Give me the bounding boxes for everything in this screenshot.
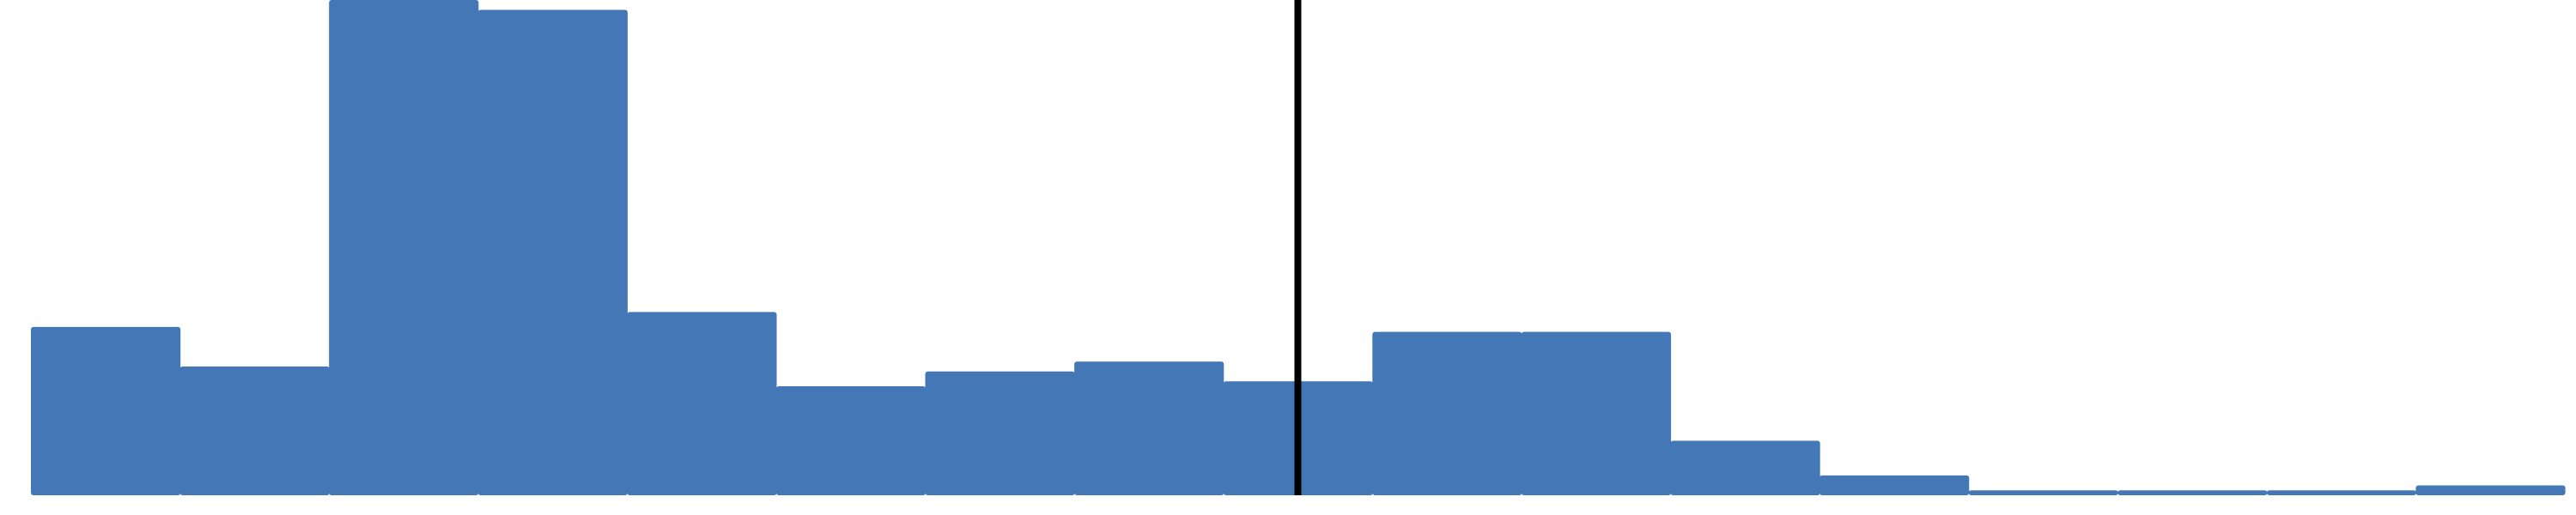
histogram-bar	[1521, 331, 1672, 495]
histogram-bar	[477, 9, 628, 496]
histogram-bar	[775, 386, 927, 495]
histogram-bar	[1372, 331, 1522, 495]
histogram-bar	[627, 312, 777, 495]
histogram-bar	[1074, 361, 1224, 495]
histogram-bar	[2415, 485, 2566, 495]
histogram-bar	[329, 0, 479, 495]
histogram-bar	[179, 366, 330, 495]
histogram-bar	[1670, 440, 1820, 495]
histogram-bar	[2266, 490, 2417, 495]
histogram-bar	[31, 326, 181, 495]
histogram-bar	[925, 371, 1075, 495]
histogram-bar	[1820, 475, 1970, 495]
histogram-bar	[2117, 490, 2268, 495]
histogram-bar	[1968, 490, 2118, 495]
